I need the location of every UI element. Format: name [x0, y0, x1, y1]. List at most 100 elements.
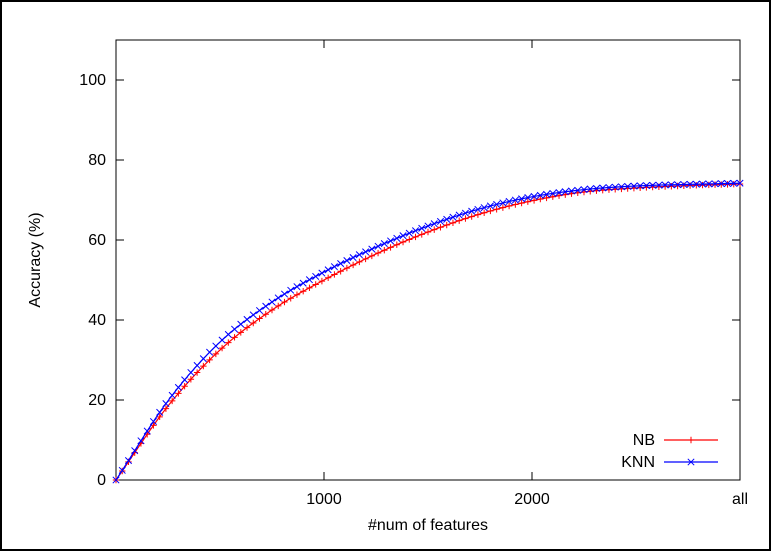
data-point	[530, 197, 538, 204]
data-point	[243, 324, 251, 331]
data-point	[474, 205, 482, 213]
data-point	[374, 242, 382, 250]
data-point	[237, 320, 245, 328]
data-point	[705, 181, 712, 189]
data-point	[474, 211, 482, 218]
data-point	[299, 279, 307, 287]
data-point	[411, 227, 420, 235]
data-point	[537, 195, 544, 203]
data-point	[131, 447, 139, 455]
data-point	[686, 180, 694, 188]
data-point	[193, 369, 201, 376]
data-point	[468, 207, 476, 215]
data-point	[343, 264, 351, 272]
data-point	[250, 319, 257, 327]
data-point	[736, 179, 744, 187]
data-point	[362, 255, 369, 263]
legend-label-nb: NB	[633, 432, 655, 449]
data-point	[574, 186, 582, 194]
data-point	[287, 286, 295, 294]
series-knn	[112, 179, 744, 484]
data-point	[218, 344, 226, 352]
data-point	[449, 213, 457, 221]
data-point	[143, 427, 151, 435]
data-point	[436, 217, 445, 226]
data-point	[736, 180, 744, 188]
y-tick-label: 40	[88, 312, 106, 329]
data-point	[268, 298, 276, 306]
data-point	[231, 334, 238, 341]
data-point	[293, 291, 301, 298]
data-point	[649, 181, 657, 189]
data-point	[399, 232, 407, 240]
data-point	[256, 315, 263, 322]
data-point	[187, 376, 195, 383]
data-point	[287, 295, 294, 302]
data-point	[393, 234, 401, 242]
data-point	[723, 179, 732, 188]
data-point	[255, 306, 264, 315]
data-point	[686, 182, 694, 189]
data-point	[337, 268, 344, 275]
data-point	[561, 188, 569, 196]
data-point	[399, 238, 407, 246]
data-point	[312, 281, 319, 288]
data-point	[306, 284, 313, 292]
data-point	[318, 277, 326, 285]
data-point	[124, 456, 133, 465]
data-point	[605, 183, 613, 192]
data-point	[281, 298, 288, 306]
data-point	[181, 376, 189, 384]
data-point	[275, 302, 282, 310]
data-point	[212, 342, 220, 350]
data-point	[505, 202, 513, 210]
x-tick-label: all	[732, 491, 748, 508]
data-point	[724, 181, 731, 188]
y-axis-label: Accuracy (%)	[27, 212, 44, 307]
data-point	[349, 261, 357, 269]
data-point	[699, 180, 707, 188]
data-point	[225, 339, 232, 346]
data-point	[667, 181, 675, 189]
data-point	[661, 181, 669, 189]
data-point	[362, 248, 370, 256]
data-point	[443, 221, 450, 229]
data-point	[175, 390, 182, 397]
data-point	[580, 186, 588, 194]
data-point	[405, 229, 413, 237]
data-point	[237, 329, 244, 336]
data-point	[300, 288, 307, 295]
data-point	[543, 190, 551, 198]
data-point	[549, 189, 557, 197]
data-point	[156, 408, 164, 416]
data-point	[280, 290, 289, 298]
data-point	[692, 180, 700, 188]
data-point	[200, 362, 207, 370]
data-point	[112, 476, 120, 484]
data-point	[518, 195, 526, 203]
data-point	[187, 368, 195, 377]
data-point	[549, 193, 556, 200]
data-point	[711, 180, 719, 188]
data-point	[274, 294, 282, 302]
data-point	[381, 247, 388, 254]
data-point	[730, 180, 737, 188]
data-point	[456, 217, 463, 224]
data-point	[231, 325, 239, 333]
data-point	[480, 204, 488, 212]
y-tick-label: 60	[88, 232, 106, 249]
data-point	[543, 194, 550, 202]
legend-marker-knn	[687, 458, 695, 466]
data-point	[586, 185, 594, 193]
data-point	[418, 231, 425, 238]
data-point	[487, 207, 494, 215]
data-point	[524, 194, 532, 202]
data-point	[331, 271, 338, 278]
y-tick-label: 100	[79, 72, 106, 89]
data-point	[149, 417, 157, 426]
data-point	[592, 184, 601, 192]
data-point	[486, 202, 494, 210]
data-point	[349, 254, 357, 262]
data-point	[374, 249, 382, 257]
